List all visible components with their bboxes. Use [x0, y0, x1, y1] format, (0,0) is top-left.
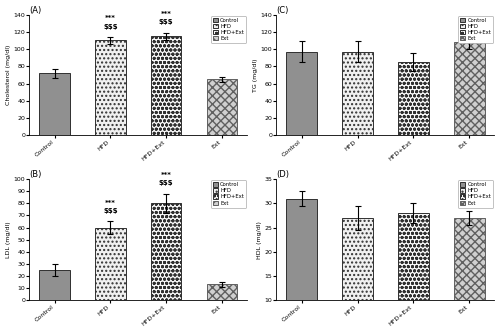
Bar [151, 203, 182, 300]
Text: (B): (B) [29, 170, 42, 179]
Legend: Control, HFD, HFD+Ext, Ext: Control, HFD, HFD+Ext, Ext [458, 16, 494, 43]
Text: ***: *** [160, 172, 172, 178]
Bar [454, 42, 484, 135]
Bar [454, 218, 484, 332]
Bar [206, 284, 238, 300]
Bar [39, 73, 70, 135]
Legend: Control, HFD, HFD+Ext, Ext: Control, HFD, HFD+Ext, Ext [210, 16, 246, 43]
Legend: Control, HFD, HFD+Ext, Ext: Control, HFD, HFD+Ext, Ext [458, 180, 494, 208]
Bar [398, 213, 428, 332]
Text: (D): (D) [276, 170, 289, 179]
Text: ***: *** [160, 11, 172, 17]
Bar [151, 36, 182, 135]
Text: $$$: $$$ [103, 24, 118, 30]
Text: ***: *** [105, 200, 116, 206]
Legend: Control, HFD, HFD+Ext, Ext: Control, HFD, HFD+Ext, Ext [210, 180, 246, 208]
Text: $$$: $$$ [159, 20, 174, 26]
Text: $$$: $$$ [103, 208, 118, 214]
Bar [398, 62, 428, 135]
Bar [39, 270, 70, 300]
Bar [95, 41, 126, 135]
Text: ***: *** [105, 15, 116, 21]
Text: $$$: $$$ [159, 180, 174, 187]
Text: (A): (A) [29, 6, 42, 15]
Bar [206, 79, 238, 135]
Bar [95, 227, 126, 300]
Bar [342, 52, 373, 135]
Y-axis label: HDL (mg/dl): HDL (mg/dl) [256, 221, 262, 259]
Bar [342, 218, 373, 332]
Y-axis label: Cholesterol (mg/dl): Cholesterol (mg/dl) [6, 45, 10, 105]
Y-axis label: LDL (mg/dl): LDL (mg/dl) [6, 221, 10, 258]
Bar [286, 199, 317, 332]
Bar [286, 52, 317, 135]
Y-axis label: TG (mg/dl): TG (mg/dl) [253, 58, 258, 92]
Text: (C): (C) [276, 6, 289, 15]
